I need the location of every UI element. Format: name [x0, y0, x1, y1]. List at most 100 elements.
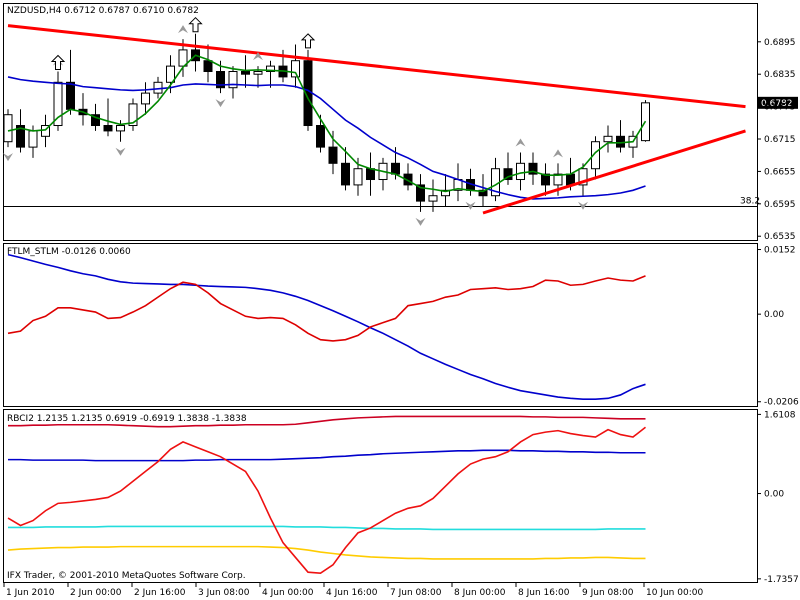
- fast-ma-line: [7, 54, 647, 193]
- slow-ma-line: [7, 76, 646, 200]
- rbci2-lower-band: [8, 525, 646, 531]
- x-tick-label: 2 Jun 16:00: [134, 588, 186, 598]
- rbci2-line: [7, 426, 646, 574]
- candle-body: [353, 168, 363, 186]
- current-price-label: 0.6782: [761, 99, 793, 109]
- ftlm-y-tick-label: 0.00: [764, 310, 784, 320]
- candle-body: [53, 81, 63, 127]
- candle-body: [428, 195, 438, 202]
- rbci2-upper-band: [8, 415, 646, 428]
- fractal-up-icon: [515, 138, 526, 147]
- x-tick-label: 1 Jun 2010: [6, 588, 55, 598]
- arrow-up-icon: [50, 54, 66, 71]
- candle-body: [203, 60, 213, 73]
- candle-body: [553, 173, 563, 186]
- fractal-down-icon: [3, 153, 13, 162]
- candle-body: [253, 71, 263, 75]
- x-tick-label: 2 Jun 00:00: [70, 588, 122, 598]
- candle-body: [66, 81, 75, 110]
- stlm-line: [7, 253, 646, 400]
- candle-body: [391, 162, 400, 175]
- candle-body: [128, 103, 138, 127]
- x-tick-label: 4 Jun 00:00: [262, 588, 314, 598]
- ftlm-line: [7, 275, 646, 342]
- fractal-down-icon: [578, 201, 588, 210]
- candle-body: [241, 71, 250, 75]
- candle-body: [103, 125, 113, 132]
- candle-body: [141, 92, 150, 105]
- price-y-tick-label: 0.6895: [764, 38, 796, 48]
- x-tick-label: 7 Jun 08:00: [390, 588, 442, 598]
- current-price-tag: [758, 96, 798, 109]
- price-y-tick-label: 0.6835: [764, 70, 796, 80]
- price-panel[interactable]: 38.2 0.6782: [3, 16, 798, 226]
- rbci2-bottom-band: [7, 545, 646, 560]
- candle-body: [153, 81, 163, 94]
- ftlm-stlm-panel[interactable]: [7, 253, 646, 400]
- fractal-up-icon: [553, 149, 563, 158]
- trendline: [7, 24, 746, 109]
- candle-body: [478, 189, 488, 197]
- price-y-tick-label: 0.6715: [764, 135, 796, 145]
- candle-body: [578, 168, 588, 186]
- ftlm-y-tick-label: -0.0206: [764, 398, 799, 408]
- copyright-footer: IFX Trader, © 2001-2010 MetaQuotes Softw…: [7, 571, 246, 581]
- candle-body: [591, 141, 600, 170]
- rbci2-mid-band: [8, 449, 646, 462]
- candle-body: [528, 162, 538, 175]
- candle-body: [403, 173, 413, 186]
- rbci-y-tick-label: 0.00: [764, 490, 784, 500]
- fractal-down-icon: [215, 99, 226, 108]
- rbci-panel-title: RBCI2 1.2135 1.2135 0.6919 -0.6919 1.383…: [7, 414, 247, 424]
- price-panel-title: NZDUSD,H4 0.6712 0.6787 0.6710 0.6782: [7, 6, 199, 16]
- x-tick-label: 8 Jun 00:00: [454, 588, 506, 598]
- candle-body: [503, 168, 513, 181]
- fibo-38-2-label: 38.2: [740, 197, 760, 207]
- rbci-y-tick-label: -1.7357: [764, 575, 799, 585]
- trendline: [482, 129, 746, 215]
- price-y-tick-label: 0.6595: [764, 200, 796, 210]
- x-tick-label: 4 Jun 16:00: [326, 588, 378, 598]
- candle-body: [516, 162, 525, 181]
- fractal-down-icon: [415, 217, 426, 226]
- candle-body: [541, 173, 550, 186]
- arrow-up-icon: [188, 16, 203, 33]
- ftlm-panel-title: FTLM_STLM -0.0126 0.0060: [7, 247, 131, 257]
- candle-body: [366, 168, 375, 181]
- candle-body: [216, 71, 225, 89]
- candle-body: [91, 114, 100, 127]
- candle-body: [3, 114, 13, 143]
- rbci-y-tick-label: 1.6108: [764, 410, 796, 420]
- candle-body: [328, 146, 338, 164]
- candle-body: [316, 125, 325, 148]
- candle-body: [166, 65, 175, 83]
- fractal-up-icon: [253, 52, 263, 61]
- x-tick-label: 3 Jun 08:00: [198, 588, 250, 598]
- candle-body: [28, 130, 38, 148]
- candle-body: [266, 65, 275, 73]
- fractal-up-icon: [178, 25, 188, 34]
- price-y-tick-label: 0.6535: [764, 232, 796, 242]
- candle-body: [291, 60, 300, 78]
- candle-body: [116, 125, 125, 132]
- candle-body: [616, 135, 625, 148]
- rbci2-panel[interactable]: [7, 415, 646, 574]
- candle-body: [341, 162, 350, 186]
- candle-body: [441, 189, 450, 197]
- axes-layer: 0.6895 0.6835 0.6775 0.6715 0.6655 0.6595 0.65…: [3, 38, 799, 598]
- ftlm-y-tick-label: 0.0152: [764, 246, 796, 256]
- candle-body: [416, 184, 425, 202]
- x-tick-label: 8 Jun 16:00: [518, 588, 570, 598]
- ftlm-panel-frame: [3, 243, 758, 407]
- rbci-panel-frame: [3, 409, 758, 583]
- fractal-down-icon: [115, 147, 126, 156]
- x-tick-label: 9 Jun 08:00: [582, 588, 634, 598]
- candle-body: [16, 125, 25, 148]
- price-y-tick-label: 0.6775: [764, 103, 796, 113]
- candle-body: [603, 135, 613, 143]
- price-y-tick-label: 0.6655: [764, 167, 796, 177]
- x-tick-label: 10 Jun 00:00: [646, 588, 703, 598]
- arrow-up-icon: [300, 33, 316, 49]
- fractal-down-icon: [465, 201, 476, 210]
